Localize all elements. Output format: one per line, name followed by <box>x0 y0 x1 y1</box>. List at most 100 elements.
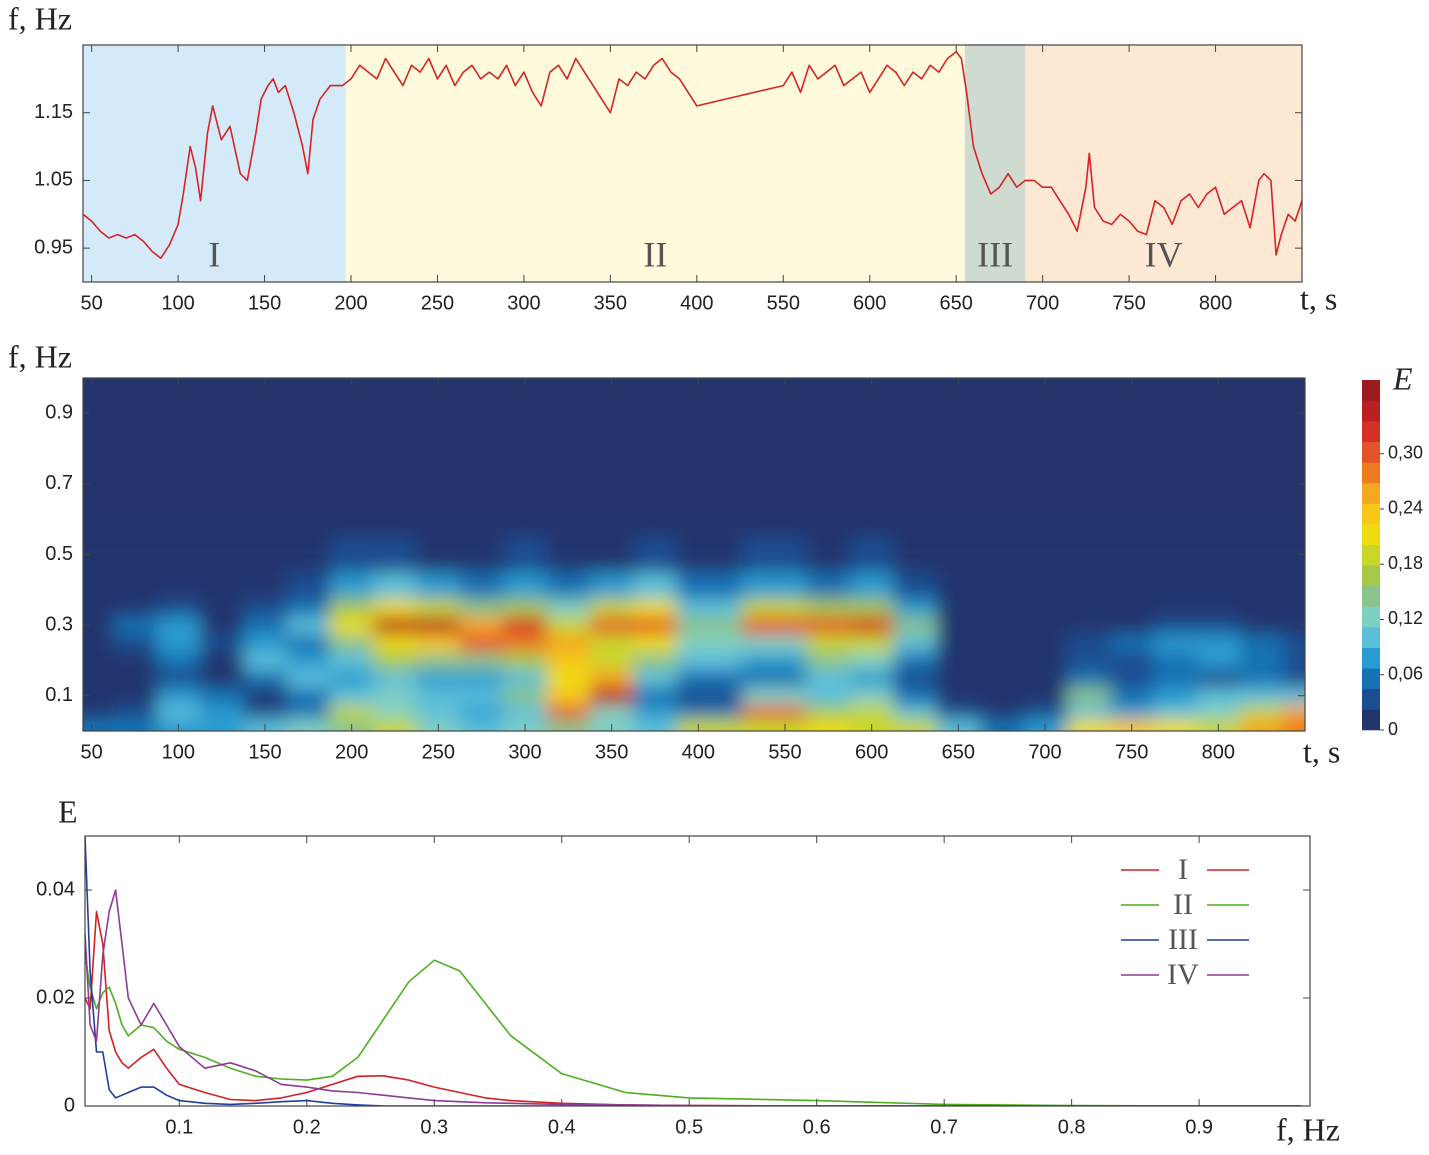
heat-cell <box>1110 536 1154 573</box>
heat-cell <box>1110 598 1154 617</box>
heat-cell <box>590 704 634 720</box>
heat-cell <box>156 704 201 720</box>
heat-cell <box>676 704 743 720</box>
heat-cell <box>1240 686 1284 706</box>
heat-cell <box>546 669 591 688</box>
data-line <box>83 51 1302 260</box>
heat-cell <box>741 598 808 617</box>
heat-cell <box>1023 633 1068 653</box>
x-tick-label: 200 <box>334 292 367 314</box>
heat-cell <box>1110 616 1154 635</box>
heat-cell <box>980 572 1024 600</box>
legend-label: IV <box>1167 958 1199 991</box>
colorbar-tick-label: 0,30 <box>1388 442 1423 462</box>
heat-cell <box>893 598 938 617</box>
x-tick-label: 550 <box>767 292 800 314</box>
heat-cell <box>156 572 201 600</box>
heat-cell <box>156 633 201 653</box>
x-tick-label: 0.9 <box>1185 1116 1213 1138</box>
x-tick-label: 0.4 <box>548 1116 576 1138</box>
heat-cell <box>330 686 374 706</box>
heat-cell <box>546 572 591 600</box>
region <box>83 45 346 282</box>
heat-cell <box>243 651 288 670</box>
region <box>1025 45 1302 282</box>
heat-cell <box>1110 651 1154 670</box>
heat-cell <box>893 536 938 573</box>
x-tick-label: 350 <box>595 741 628 763</box>
heat-cell <box>546 651 591 670</box>
heat-cell <box>1066 718 1111 731</box>
heat-cell <box>1240 572 1284 600</box>
colorbar-band <box>1362 585 1380 607</box>
x-tick-label: 50 <box>81 741 103 763</box>
heat-cell <box>1066 572 1111 600</box>
x-axis-label: t, s <box>1303 733 1340 769</box>
heat-cell <box>373 598 418 617</box>
heat-cell <box>1283 616 1305 635</box>
heat-cell <box>83 616 114 635</box>
heat-cell <box>741 633 808 653</box>
heat-cell <box>980 633 1024 653</box>
heat-cell <box>113 704 158 720</box>
y-tick-label: 1.15 <box>34 101 73 123</box>
heat-cell <box>1196 686 1241 706</box>
heat-cell <box>1110 633 1154 653</box>
x-tick-label: 150 <box>248 292 281 314</box>
heat-cell <box>980 718 1024 731</box>
heat-cell <box>633 704 678 720</box>
heat-cell <box>503 633 548 653</box>
legend-label: II <box>1173 888 1193 921</box>
x-tick-label: 0.8 <box>1058 1116 1086 1138</box>
heat-cell <box>200 704 244 720</box>
heat-cell <box>741 718 808 731</box>
heat-cell <box>633 718 678 731</box>
heat-cell <box>286 704 331 720</box>
heat-cell <box>1283 536 1305 573</box>
heat-cell <box>850 616 894 635</box>
heat-cell <box>200 536 244 573</box>
heat-cell <box>590 686 634 706</box>
heat-cell <box>243 669 288 688</box>
heat-cell <box>806 718 851 731</box>
heat-cell <box>416 598 461 617</box>
heat-cell <box>1023 651 1068 670</box>
x-tick-label: 750 <box>1115 741 1148 763</box>
heat-cell <box>741 572 808 600</box>
heat-cell <box>850 669 894 688</box>
heat-cell <box>1240 536 1284 573</box>
heat-cell <box>156 651 201 670</box>
heat-cell <box>633 536 678 573</box>
x-tick-label: 550 <box>768 741 801 763</box>
heat-cell <box>936 686 981 706</box>
heat-cell <box>850 704 894 720</box>
x-tick-label: 250 <box>421 292 454 314</box>
colorbar-band <box>1362 647 1380 669</box>
colorbar-tick-label: 0,18 <box>1388 553 1423 573</box>
heat-cell <box>1240 651 1284 670</box>
heat-cell <box>83 718 114 731</box>
data-line <box>85 889 1302 1106</box>
heat-cell <box>741 669 808 688</box>
heat-cell <box>1153 616 1198 635</box>
colorbar-band <box>1362 709 1380 731</box>
heat-cell <box>243 598 288 617</box>
heat-cell <box>200 616 244 635</box>
heat-cell <box>676 669 743 688</box>
y-tick-label: 0.7 <box>45 472 73 494</box>
heat-cell <box>590 616 634 635</box>
colorbar-band <box>1362 524 1380 546</box>
heat-cell <box>1240 704 1284 720</box>
heat-cell <box>1110 704 1154 720</box>
plot-area <box>83 378 1305 731</box>
y-tick-label: 0.02 <box>36 986 75 1008</box>
heat-cell <box>286 633 331 653</box>
heat-cell <box>83 704 114 720</box>
heat-cell <box>893 686 938 706</box>
y-tick-label: 0.9 <box>45 402 73 424</box>
y-tick-label: 0.95 <box>34 236 73 258</box>
heat-cell <box>286 536 331 573</box>
heat-cell <box>503 669 548 688</box>
colorbar-tick-label: 0,12 <box>1388 608 1423 628</box>
heat-cell <box>633 669 678 688</box>
